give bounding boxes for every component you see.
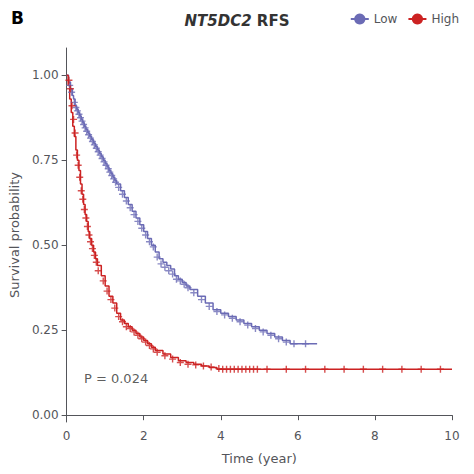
svg-text:High: High: [431, 12, 459, 26]
svg-text:2: 2: [140, 429, 148, 443]
svg-text:NT5DC2: NT5DC2: [185, 12, 252, 30]
svg-text:RFS: RFS: [252, 12, 290, 30]
svg-text:0.25: 0.25: [32, 323, 59, 337]
svg-text:0: 0: [63, 429, 71, 443]
svg-text:Survival probability: Survival probability: [7, 172, 22, 298]
svg-text:Time (year): Time (year): [221, 451, 297, 466]
svg-text:P = 0.024: P = 0.024: [84, 371, 148, 386]
svg-text:0.50: 0.50: [32, 238, 59, 252]
svg-text:Low: Low: [374, 12, 398, 26]
svg-text:1.00: 1.00: [32, 68, 59, 82]
svg-text:B: B: [11, 8, 24, 28]
svg-text:6: 6: [294, 429, 302, 443]
svg-text:0.75: 0.75: [32, 153, 59, 167]
svg-text:8: 8: [371, 429, 379, 443]
svg-text:10: 10: [444, 429, 459, 443]
svg-text:0.00: 0.00: [32, 408, 59, 422]
svg-text:4: 4: [217, 429, 225, 443]
